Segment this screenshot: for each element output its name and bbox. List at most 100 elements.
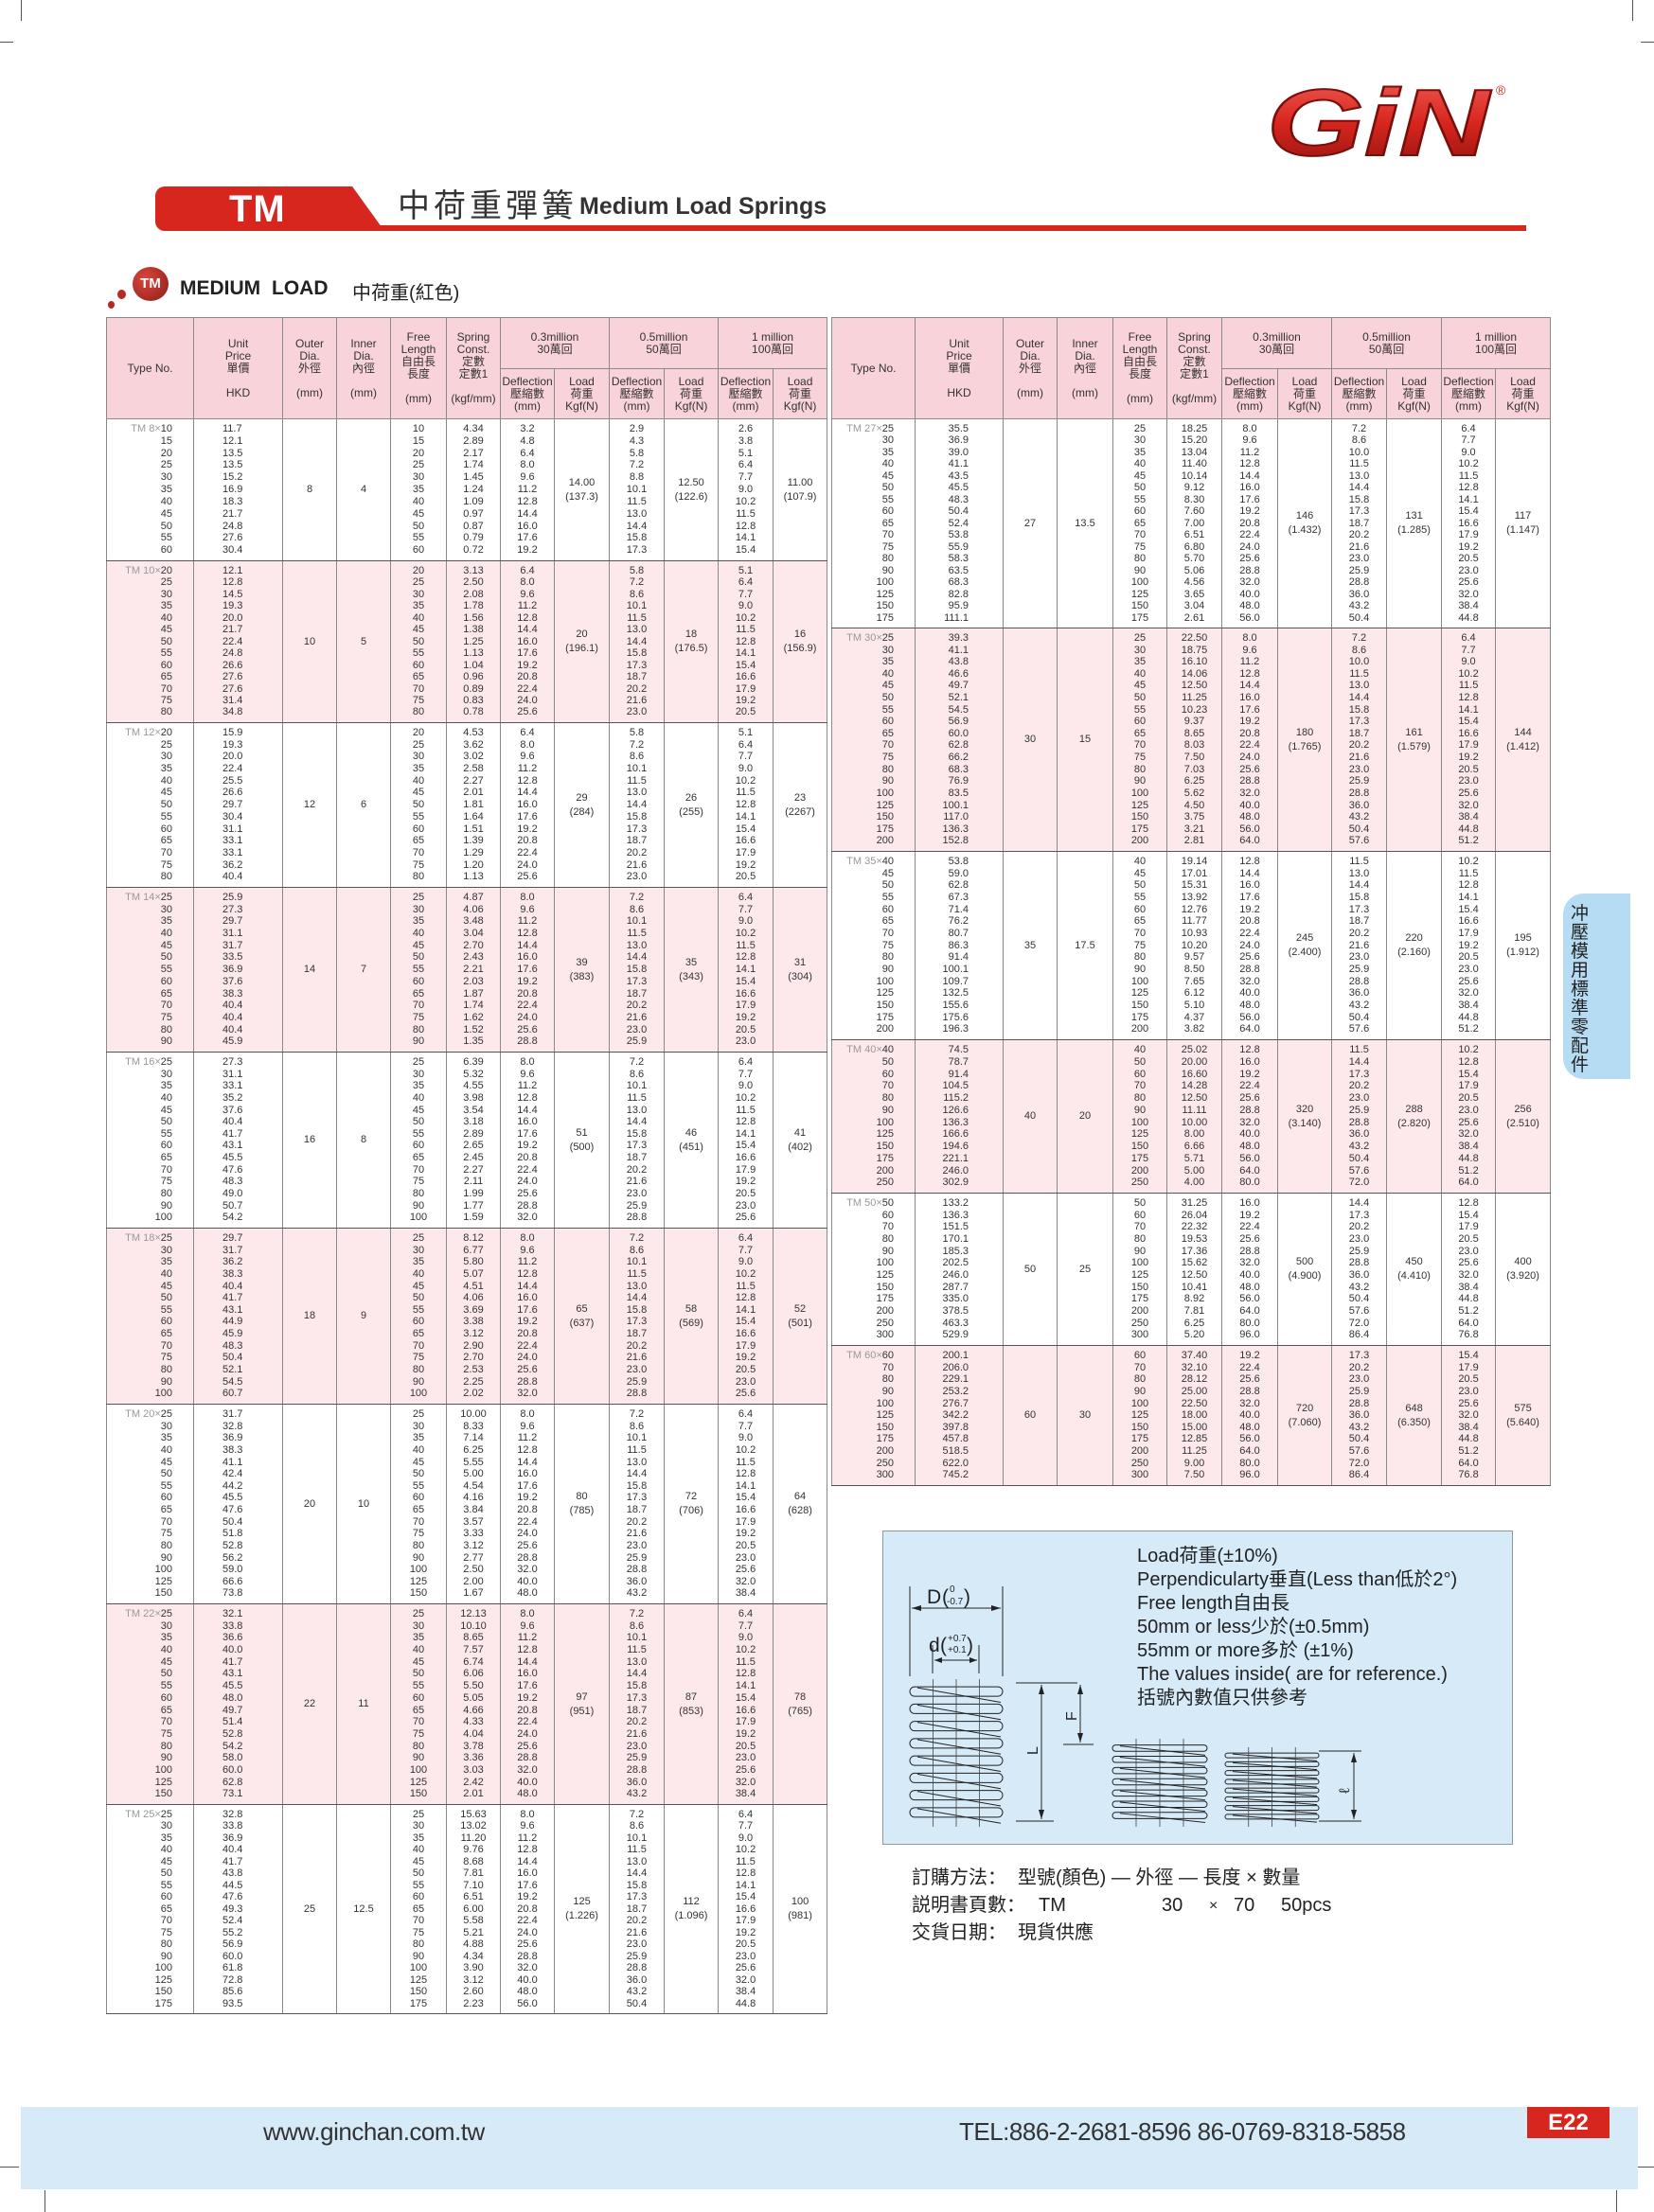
- free-length: 25: [412, 459, 425, 471]
- load-newton: (3.920): [1506, 1270, 1539, 1282]
- type-length: 55: [160, 532, 172, 544]
- deflection-1: 6.4: [738, 1809, 754, 1820]
- type-length: 80: [160, 1740, 172, 1752]
- spring-constant: 8.50: [1183, 964, 1205, 976]
- type-length-variant: 150: [832, 811, 894, 823]
- example-type: TM: [1039, 1895, 1066, 1916]
- col-header-deflection: Deflection 壓縮數 (mm): [1221, 368, 1278, 419]
- deflection-05: 36.0: [1348, 1269, 1370, 1282]
- type-number: TM 16×25: [107, 1056, 172, 1069]
- type-prefix: TM 60×: [846, 1350, 882, 1361]
- type-length: 100: [876, 1397, 894, 1409]
- deflection-05: 20.2: [626, 1163, 648, 1176]
- type-length: 70: [160, 1000, 172, 1012]
- spring-constant: 8.12: [463, 1232, 484, 1244]
- deflection-03: 19.2: [517, 823, 538, 835]
- outer-dia-cell: 30: [1003, 628, 1058, 852]
- inner-dia: 4: [360, 484, 367, 495]
- unit-price: 15.2: [222, 471, 243, 484]
- type-length-variant: 125: [832, 987, 894, 1000]
- deflection-1: 14.1: [1458, 493, 1479, 505]
- inner-dia: 15: [1078, 734, 1092, 745]
- outer-dia-cell: 12: [282, 722, 337, 888]
- spring-constant: 2.50: [463, 576, 484, 589]
- footer-website-link[interactable]: www.ginchan.com.tw: [263, 2117, 485, 2146]
- free-length: 35: [412, 1432, 425, 1444]
- unit-price: 45.5: [222, 1492, 243, 1504]
- deflection-05: 17.3: [1348, 505, 1370, 518]
- deflection-03: 22.4: [517, 682, 538, 695]
- deflection-03: 64.0: [1239, 835, 1260, 847]
- type-length-variant: 175: [832, 1293, 894, 1305]
- load-kgf: 144: [1514, 726, 1532, 738]
- deflection-05: 20.2: [1348, 1080, 1370, 1092]
- deflection-1: 17.9: [735, 846, 756, 858]
- type-length: 60: [160, 823, 172, 835]
- spring-constant-cell: 12.13 10.10 8.65 7.57 6.74 6.06 5.50 5.05 4.66 4.…: [446, 1603, 501, 1805]
- deflection-03-cell: 8.0 9.6 11.2 12.8 14.4 16.0 17.6 19.2 20.8 22.4 24…: [1221, 418, 1278, 628]
- deflection-03: 8.0: [1242, 423, 1257, 434]
- spring-constant: 11.11: [1182, 1104, 1207, 1116]
- deflection-03: 22.4: [517, 846, 538, 858]
- free-length-cell: 25 30 35 40 45 50 55 60 65 70 75 80 90 100 125 150: [390, 1603, 447, 1805]
- deflection-1: 6.4: [738, 1056, 754, 1068]
- deflection-1: 20.5: [735, 1188, 756, 1200]
- free-length: 200: [1130, 1305, 1149, 1318]
- deflection-05: 4.3: [629, 434, 645, 447]
- deflection-03: 12.8: [517, 495, 538, 507]
- spring-constant: 1.74: [463, 459, 484, 471]
- type-length-variant: 200: [832, 1023, 894, 1035]
- spring-constant: 0.89: [463, 682, 484, 695]
- inner-dia: 17.5: [1075, 939, 1095, 951]
- deflection-03: 16.0: [517, 1668, 538, 1680]
- free-length-list: 25 30 35 40 45 50 55 60 65 70 75 80 90 100 125 150 175 20…: [1113, 628, 1166, 847]
- spring-constant: 5.58: [463, 1915, 484, 1927]
- load-newton: (304): [788, 970, 812, 982]
- type-length-variant: 175: [107, 1998, 172, 2009]
- deflection-03: 25.6: [1239, 1092, 1260, 1104]
- deflection-03: 9.6: [520, 588, 535, 600]
- type-length: 50: [160, 1292, 172, 1304]
- deflection-03: 8.0: [1242, 632, 1257, 644]
- unit-price-list: 133.2 136.3 151.5 170.1 185.3 202.5 246.0 287.7…: [916, 1194, 969, 1341]
- spring-constant: 1.39: [463, 835, 484, 847]
- deflection-05: 28.8: [1348, 787, 1370, 799]
- spring-constant: 17.36: [1181, 1245, 1208, 1257]
- example-label: 説明書頁數：: [912, 1895, 1025, 1916]
- type-length-variant: 25: [107, 739, 172, 752]
- unit-price: 56.9: [222, 1938, 243, 1951]
- deflection-05: 15.8: [626, 647, 648, 660]
- deflection-03: 11.2: [517, 915, 538, 928]
- deflection-1: 11.5: [736, 787, 756, 799]
- deflection-05: 17.3: [626, 1891, 648, 1903]
- type-length: 60: [881, 903, 894, 915]
- deflection-03: 56.0: [1239, 1152, 1260, 1164]
- free-length: 65: [412, 1504, 425, 1515]
- deflection-1: 20.5: [735, 871, 756, 883]
- load-kgf: 64: [793, 1491, 807, 1502]
- deflection-05: 11.5: [1349, 856, 1369, 867]
- deflection-03: 28.8: [1239, 964, 1260, 976]
- deflection-1: 51.2: [1458, 1445, 1479, 1458]
- deflection-1: 9.0: [1461, 656, 1476, 668]
- deflection-03: 19.2: [1239, 903, 1260, 915]
- deflection-05: 25.9: [1348, 964, 1370, 976]
- side-category-tab[interactable]: 冲壓模用標準零配件: [1563, 894, 1630, 1079]
- deflection-05: 15.8: [626, 1680, 648, 1692]
- header-subrow: Deflection 壓縮數 (mm) Load 荷重 Kgf(N) Deflect…: [832, 368, 1552, 419]
- type-length: 75: [160, 694, 172, 706]
- deflection-03: 8.0: [520, 576, 535, 589]
- deflection-1: 5.1: [738, 727, 754, 738]
- deflection-05: 13.0: [626, 939, 648, 951]
- deflection-03: 14.4: [517, 787, 538, 799]
- deflection-03: 20.8: [517, 835, 538, 847]
- spring-constant: 1.13: [463, 647, 484, 660]
- free-length: 50: [412, 799, 425, 811]
- deflection-03: 16.0: [517, 635, 538, 647]
- unit-price: 25.9: [222, 892, 243, 903]
- table-row-group: TM 50×50 60 70 80 90 100 125 150 175 200 250 300 133…: [831, 1193, 1552, 1346]
- load-03-cell: 51 (500): [553, 1052, 611, 1229]
- outer-dia-cell: 35: [1003, 851, 1058, 1040]
- deflection-05: 28.8: [1348, 576, 1370, 589]
- deflection-1: 16.6: [735, 1704, 756, 1716]
